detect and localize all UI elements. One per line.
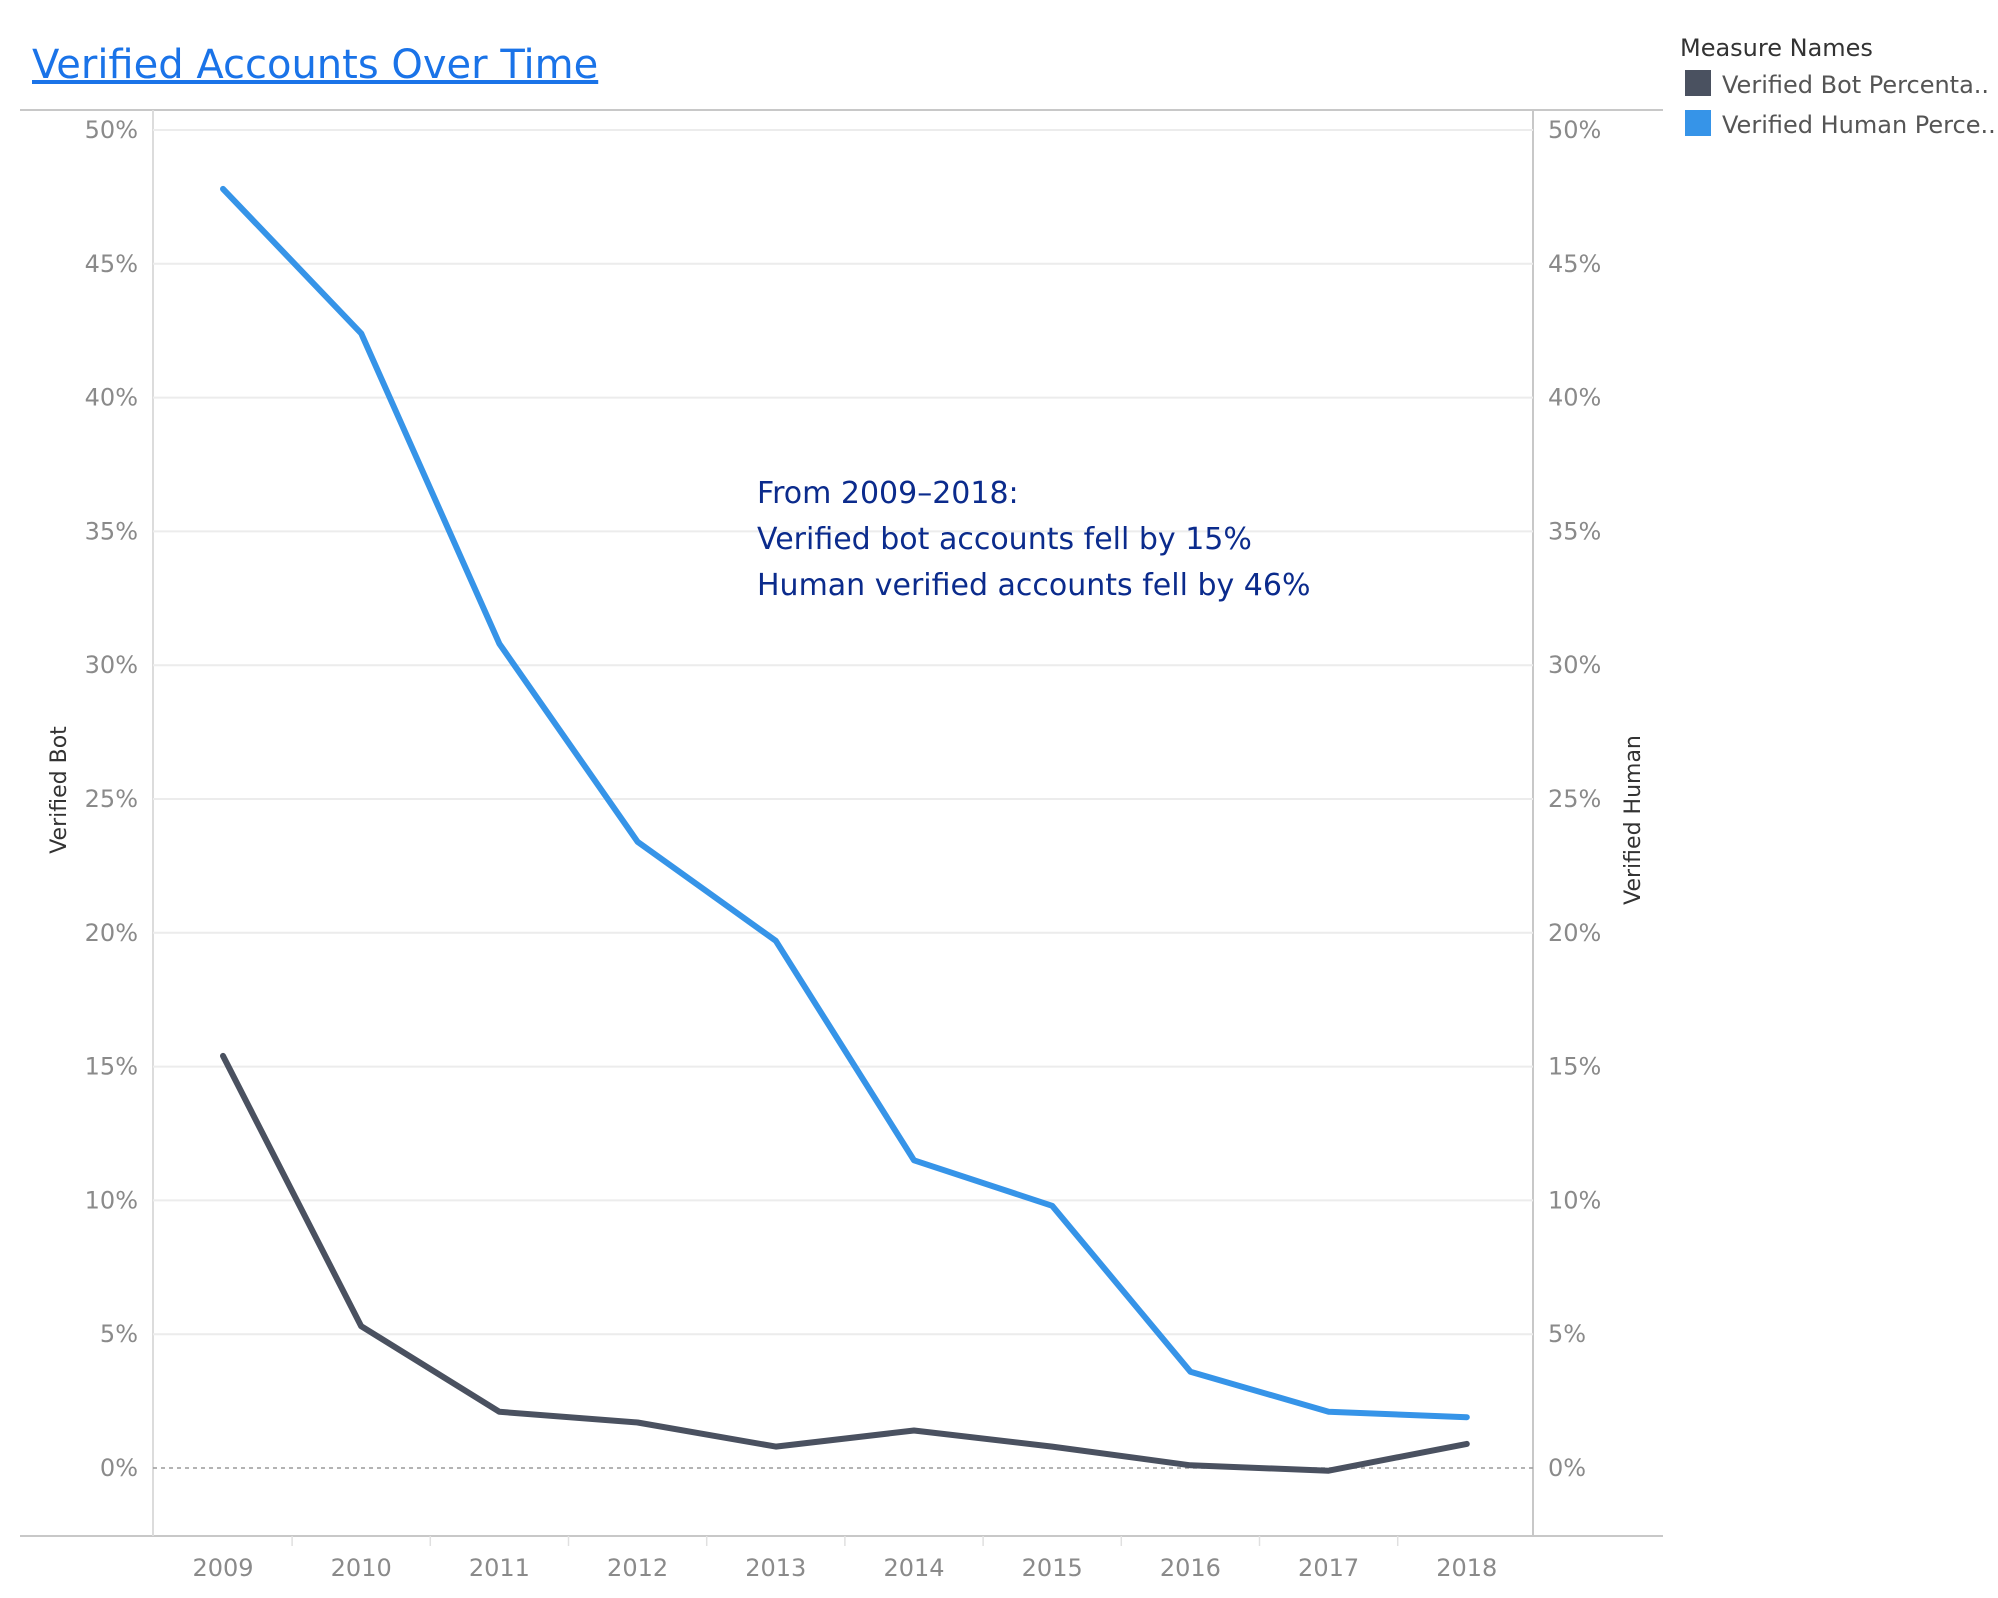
x-tick-label: 2014 <box>883 1554 944 1582</box>
y-axis-right-ticks: 0% 5% 10% 15% 20% 25% 30% 35% 40% 45% 50% <box>1548 116 1601 1482</box>
legend-label-bot[interactable]: Verified Bot Percenta.. <box>1722 71 1989 99</box>
y-tick-left-label: 35% <box>85 517 138 545</box>
x-tick-label: 2016 <box>1160 1554 1221 1582</box>
legend-swatch-bot[interactable] <box>1685 70 1711 96</box>
x-tick-label: 2013 <box>745 1554 806 1582</box>
legend-swatch-human[interactable] <box>1685 110 1711 136</box>
y-axis-right-title: Verified Human <box>1621 735 1646 905</box>
y-tick-left-label: 25% <box>85 785 138 813</box>
y-tick-left-label: 10% <box>85 1186 138 1214</box>
x-tick-label: 2018 <box>1436 1554 1497 1582</box>
legend-label-human[interactable]: Verified Human Perce.. <box>1722 111 1996 139</box>
x-tick-label: 2015 <box>1022 1554 1083 1582</box>
y-tick-left-label: 45% <box>85 250 138 278</box>
y-tick-right-label: 20% <box>1548 919 1601 947</box>
legend-title: Measure Names <box>1680 34 1873 62</box>
x-tick-label: 2011 <box>469 1554 530 1582</box>
y-tick-right-label: 30% <box>1548 651 1601 679</box>
x-tick-label: 2017 <box>1298 1554 1359 1582</box>
x-tick-label: 2010 <box>331 1554 392 1582</box>
page-title[interactable]: Verified Accounts Over Time <box>32 42 598 88</box>
y-tick-left-label: 15% <box>85 1053 138 1081</box>
y-tick-left-label: 40% <box>85 384 138 412</box>
series-line-bot[interactable] <box>220 1052 1470 1474</box>
y-tick-right-label: 15% <box>1548 1053 1601 1081</box>
y-tick-right-label: 0% <box>1548 1454 1586 1482</box>
legend: Measure Names Verified Bot Percenta.. Ve… <box>1680 34 1996 139</box>
gridlines <box>153 129 1533 1469</box>
annotation-line-3: Human verified accounts fell by 46% <box>757 568 1310 603</box>
y-tick-right-label: 50% <box>1548 116 1601 144</box>
y-tick-left-label: 50% <box>85 116 138 144</box>
annotation-line-1: From 2009–2018: <box>757 476 1019 511</box>
y-axis-left-title: Verified Bot <box>47 726 72 854</box>
y-tick-right-label: 35% <box>1548 517 1601 545</box>
x-tick-label: 2009 <box>192 1554 253 1582</box>
y-tick-right-label: 5% <box>1548 1320 1586 1348</box>
y-tick-left-label: 20% <box>85 919 138 947</box>
y-tick-right-label: 45% <box>1548 250 1601 278</box>
y-tick-right-label: 10% <box>1548 1186 1601 1214</box>
y-tick-right-label: 25% <box>1548 785 1601 813</box>
y-axis-left-ticks: 0% 5% 10% 15% 20% 25% 30% 35% 40% 45% 50% <box>85 116 138 1482</box>
x-tick-label: 2012 <box>607 1554 668 1582</box>
y-tick-left-label: 0% <box>100 1454 138 1482</box>
annotation-line-2: Verified bot accounts fell by 15% <box>757 522 1252 557</box>
annotation: From 2009–2018: Verified bot accounts fe… <box>757 476 1310 603</box>
y-tick-left-label: 30% <box>85 651 138 679</box>
series-lines <box>220 185 1470 1474</box>
x-axis-ticks: 2009 2010 2011 2012 2013 2014 2015 2016 2017 2018 <box>192 1536 1497 1582</box>
y-tick-left-label: 5% <box>100 1320 138 1348</box>
y-tick-right-label: 40% <box>1548 384 1601 412</box>
series-line-human[interactable] <box>220 185 1470 1421</box>
